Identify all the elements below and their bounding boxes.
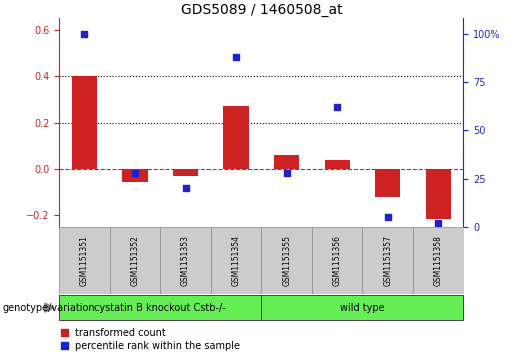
Bar bbox=[211, 227, 261, 294]
Bar bbox=[413, 227, 464, 294]
Bar bbox=[110, 227, 160, 294]
Bar bbox=[375, 169, 400, 197]
Text: cystatin B knockout Cstb-/-: cystatin B knockout Cstb-/- bbox=[94, 303, 226, 313]
Text: GSM1151357: GSM1151357 bbox=[383, 235, 392, 286]
Text: GSM1151354: GSM1151354 bbox=[232, 235, 241, 286]
Point bbox=[181, 185, 190, 191]
Bar bbox=[363, 227, 413, 294]
Text: GSM1151355: GSM1151355 bbox=[282, 235, 291, 286]
Bar bbox=[72, 76, 97, 169]
Text: wild type: wild type bbox=[340, 303, 385, 313]
Text: GSM1151356: GSM1151356 bbox=[333, 235, 341, 286]
Bar bbox=[425, 169, 451, 219]
Point bbox=[232, 54, 240, 60]
Bar bbox=[261, 295, 464, 320]
Title: GDS5089 / 1460508_at: GDS5089 / 1460508_at bbox=[181, 3, 342, 17]
Bar bbox=[59, 295, 261, 320]
Bar bbox=[173, 169, 198, 176]
Point bbox=[333, 104, 341, 110]
Bar bbox=[224, 106, 249, 169]
Point bbox=[384, 214, 392, 220]
Bar bbox=[312, 227, 363, 294]
Point bbox=[131, 170, 139, 176]
Point bbox=[80, 31, 89, 37]
Text: GSM1151351: GSM1151351 bbox=[80, 235, 89, 286]
Bar bbox=[59, 227, 110, 294]
Legend: transformed count, percentile rank within the sample: transformed count, percentile rank withi… bbox=[59, 326, 243, 353]
Point bbox=[434, 220, 442, 226]
Bar bbox=[160, 227, 211, 294]
Bar bbox=[123, 169, 148, 182]
Bar bbox=[324, 160, 350, 169]
Bar bbox=[274, 155, 299, 169]
Point bbox=[283, 170, 291, 176]
Text: genotype/variation: genotype/variation bbox=[3, 303, 95, 313]
Text: GSM1151353: GSM1151353 bbox=[181, 235, 190, 286]
Text: GSM1151352: GSM1151352 bbox=[130, 235, 140, 286]
Text: GSM1151358: GSM1151358 bbox=[434, 235, 443, 286]
Bar bbox=[261, 227, 312, 294]
